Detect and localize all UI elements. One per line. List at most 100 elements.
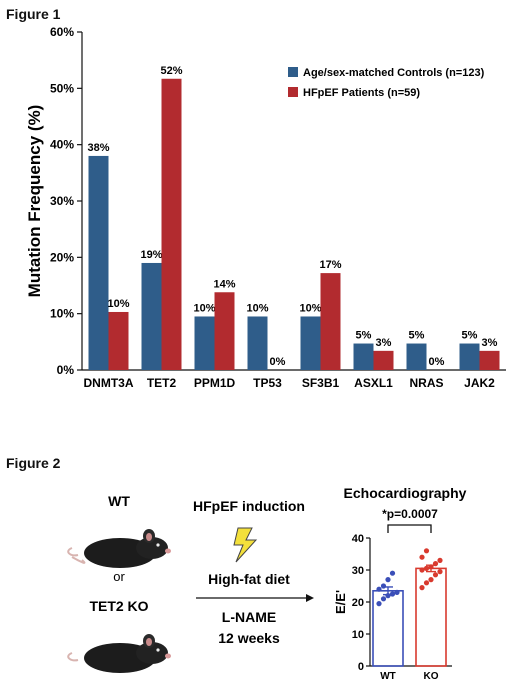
echo-data-point <box>376 587 381 592</box>
bar-data-label: 10% <box>299 302 321 314</box>
y-tick-label: 30% <box>50 194 74 208</box>
y-tick-label: 60% <box>50 25 74 39</box>
echo-data-point <box>424 566 429 571</box>
echo-data-point <box>385 593 390 598</box>
echo-chart-title: Echocardiography <box>344 485 467 501</box>
bar-patients <box>109 312 129 370</box>
diet-label: High-fat diet <box>208 571 290 587</box>
echo-y-tick-label: 10 <box>352 629 364 641</box>
echo-data-point <box>424 580 429 585</box>
echo-bar-ko <box>416 568 446 666</box>
echo-y-tick-label: 30 <box>352 565 364 577</box>
duration-label: 12 weeks <box>218 630 280 646</box>
bar-patients <box>162 79 182 370</box>
echo-data-point <box>419 567 424 572</box>
bar-controls <box>301 316 321 370</box>
bar-data-label: 10% <box>193 302 215 314</box>
x-tick-label: ASXL1 <box>354 376 393 390</box>
echo-axes <box>370 538 452 666</box>
or-label: or <box>113 569 125 584</box>
bar-controls <box>460 344 480 370</box>
bar-data-label: 5% <box>356 330 372 342</box>
echo-data-point <box>419 555 424 560</box>
x-tick-label: TET2 <box>147 376 177 390</box>
bar-patients <box>374 351 394 370</box>
x-tick-label: NRAS <box>409 376 443 390</box>
bar-data-label: 14% <box>213 278 235 290</box>
legend-swatch-patients <box>288 87 298 97</box>
bar-data-label: 19% <box>140 249 162 261</box>
echo-data-point <box>376 601 381 606</box>
mouse-wt-label: WT <box>108 493 130 509</box>
echo-data-point <box>385 577 390 582</box>
bar-data-label: 3% <box>482 337 498 349</box>
bar-data-label: 5% <box>409 330 425 342</box>
bar-patients <box>215 292 235 370</box>
echo-bars <box>373 548 446 666</box>
bar-data-label: 10% <box>107 298 129 310</box>
bar-data-label: 0% <box>429 356 445 368</box>
echo-data-point <box>381 583 386 588</box>
x-tick-label: PPM1D <box>194 376 236 390</box>
bar-data-label: 38% <box>87 142 109 154</box>
figure1-y-axis-label: Mutation Frequency (%) <box>25 105 44 298</box>
echo-x-labels: WT KO <box>380 671 438 680</box>
echo-data-point <box>390 571 395 576</box>
y-tick-label: 10% <box>50 307 74 321</box>
echo-data-point <box>394 590 399 595</box>
echo-data-point <box>381 596 386 601</box>
y-tick-label: 0% <box>57 363 75 377</box>
y-tick-label: 20% <box>50 250 74 264</box>
bar-patients <box>480 351 500 370</box>
echo-y-ticks: 0 10 20 30 40 <box>352 533 370 673</box>
figure1-bars: 38% 10% 19% 52% 10% 14% 10% 0% 10% 17% 5% 3% 5% 0% 5% 3… <box>87 65 499 370</box>
timeline-arrow <box>196 594 314 602</box>
echo-x-tick-label: KO <box>424 671 439 680</box>
bar-controls <box>89 156 109 370</box>
legend-swatch-controls <box>288 67 298 77</box>
bar-data-label: 5% <box>462 330 478 342</box>
drug-label: L-NAME <box>222 609 276 625</box>
bar-data-label: 0% <box>270 356 286 368</box>
echo-significance-annotation: *p=0.0007 <box>382 507 438 521</box>
echo-data-point <box>424 548 429 553</box>
echo-significance-bracket <box>388 525 431 533</box>
echo-data-point <box>390 591 395 596</box>
x-tick-label: JAK2 <box>464 376 495 390</box>
echo-x-tick-label: WT <box>380 671 396 680</box>
echo-y-tick-label: 40 <box>352 533 364 545</box>
echo-y-axis-label: E/E' <box>333 590 348 614</box>
echo-data-point <box>437 558 442 563</box>
echo-y-tick-label: 20 <box>352 597 364 609</box>
mouse-ko-label: TET2 KO <box>89 598 148 614</box>
echo-data-point <box>433 572 438 577</box>
y-tick-label: 40% <box>50 138 74 152</box>
echo-data-point <box>433 561 438 566</box>
bar-controls <box>248 316 268 370</box>
x-tick-label: TP53 <box>253 376 282 390</box>
induction-title: HFpEF induction <box>193 498 305 514</box>
bar-controls <box>195 316 215 370</box>
bar-data-label: 10% <box>246 302 268 314</box>
figure1-x-labels: DNMT3ATET2PPM1DTP53SF3B1ASXL1NRASJAK2 <box>84 376 496 390</box>
y-tick-label: 50% <box>50 81 74 95</box>
bar-patients <box>321 273 341 370</box>
legend-entry-patients: HFpEF Patients (n=59) <box>303 87 420 99</box>
lightning-bolt-icon <box>234 528 256 562</box>
bar-controls <box>354 344 374 370</box>
bar-data-label: 52% <box>160 65 182 77</box>
bar-data-label: 3% <box>376 337 392 349</box>
echo-data-point <box>428 577 433 582</box>
echo-data-point <box>428 564 433 569</box>
mouse-wt-illustration <box>68 529 171 568</box>
mouse-ko-illustration <box>68 634 171 673</box>
echo-data-point <box>419 585 424 590</box>
bar-controls <box>142 263 162 370</box>
legend-entry-controls: Age/sex-matched Controls (n=123) <box>303 67 485 79</box>
echo-data-point <box>437 569 442 574</box>
echo-y-tick-label: 0 <box>358 661 364 673</box>
x-tick-label: SF3B1 <box>302 376 340 390</box>
bar-data-label: 17% <box>319 259 341 271</box>
figure1-legend: Age/sex-matched Controls (n=123) HFpEF P… <box>288 67 485 99</box>
